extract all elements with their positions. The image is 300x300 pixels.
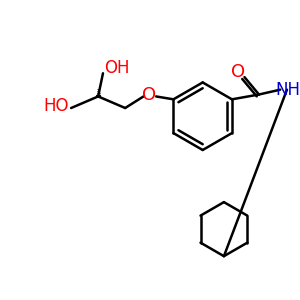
Text: O: O	[142, 85, 156, 103]
Text: O: O	[231, 63, 245, 81]
Text: OH: OH	[104, 59, 129, 77]
Text: HO: HO	[43, 97, 68, 115]
Text: NH: NH	[275, 81, 300, 99]
